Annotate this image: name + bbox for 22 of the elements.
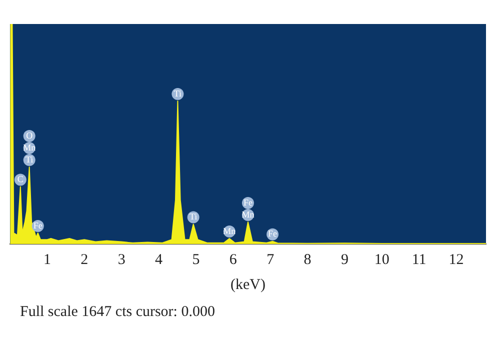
x-tick-label: 9 [340, 252, 348, 268]
x-tick-label: 1 [43, 252, 51, 268]
x-tick-label: 5 [192, 252, 200, 268]
x-tick-label: 11 [412, 252, 426, 268]
x-tick-label: 12 [448, 252, 464, 268]
annotation: C [17, 174, 24, 184]
annotation: Fe [268, 228, 278, 239]
x-tick-label: 8 [304, 252, 312, 268]
x-tick-label: 7 [266, 252, 275, 268]
annotation: Mn [223, 226, 236, 236]
x-tick-label: 3 [118, 252, 126, 268]
x-tick-label: 6 [229, 252, 238, 268]
annotation: O Mn Ti [23, 130, 36, 164]
annotation: Fe Mn [242, 197, 255, 220]
x-tick-label: 10 [374, 252, 390, 268]
x-axis-title: (keV) [230, 276, 266, 293]
x-tick-label: 2 [80, 252, 88, 268]
annotation: Ti [189, 212, 198, 222]
x-tick-label: 4 [155, 252, 163, 268]
annotation: Ti [174, 88, 182, 98]
annotation: Fe [33, 220, 42, 230]
text: Full scale 1647 cts cursor: 0.000 [20, 304, 216, 321]
